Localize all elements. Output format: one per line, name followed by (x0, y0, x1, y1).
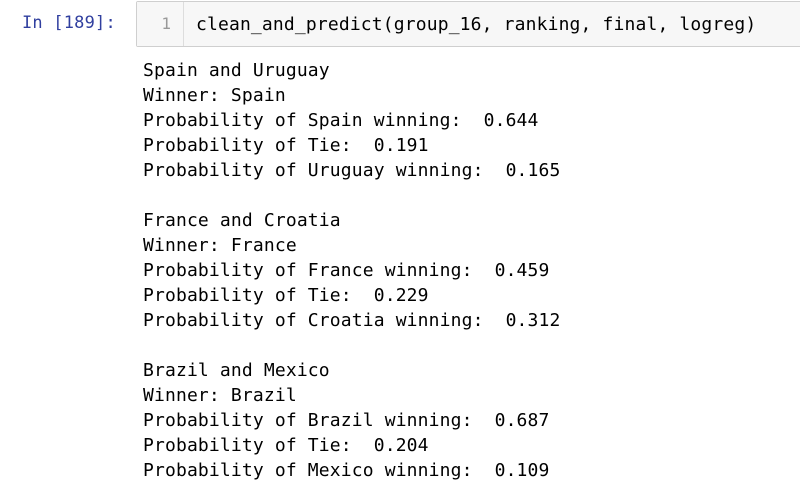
output-line: Probability of Croatia winning: 0.312 (143, 310, 561, 331)
output-line: Probability of Tie: 0.229 (143, 285, 429, 306)
output-line: Probability of France winning: 0.459 (143, 260, 550, 281)
output-line: Probability of Tie: 0.191 (143, 135, 429, 156)
cell-output: Spain and Uruguay Winner: Spain Probabil… (143, 58, 561, 483)
output-line: Winner: France (143, 235, 297, 256)
output-line: Brazil and Mexico (143, 360, 330, 381)
line-number-gutter: 1 (137, 2, 184, 46)
input-prompt: In [189]: (22, 13, 116, 33)
output-line: France and Croatia (143, 210, 341, 231)
output-line: Probability of Spain winning: 0.644 (143, 110, 539, 131)
output-line (143, 183, 561, 208)
output-line: Probability of Brazil winning: 0.687 (143, 410, 550, 431)
output-line: Probability of Mexico winning: 0.109 (143, 460, 550, 481)
line-number: 1 (161, 14, 171, 33)
output-line: Winner: Spain (143, 85, 286, 106)
output-line: Probability of Uruguay winning: 0.165 (143, 160, 561, 181)
code-input-area[interactable]: 1 clean_and_predict(group_16, ranking, f… (136, 1, 800, 47)
output-line: Winner: Brazil (143, 385, 297, 406)
output-line: Spain and Uruguay (143, 60, 330, 81)
output-line (143, 333, 561, 358)
code-line[interactable]: clean_and_predict(group_16, ranking, fin… (196, 14, 757, 35)
output-line: Probability of Tie: 0.204 (143, 435, 429, 456)
